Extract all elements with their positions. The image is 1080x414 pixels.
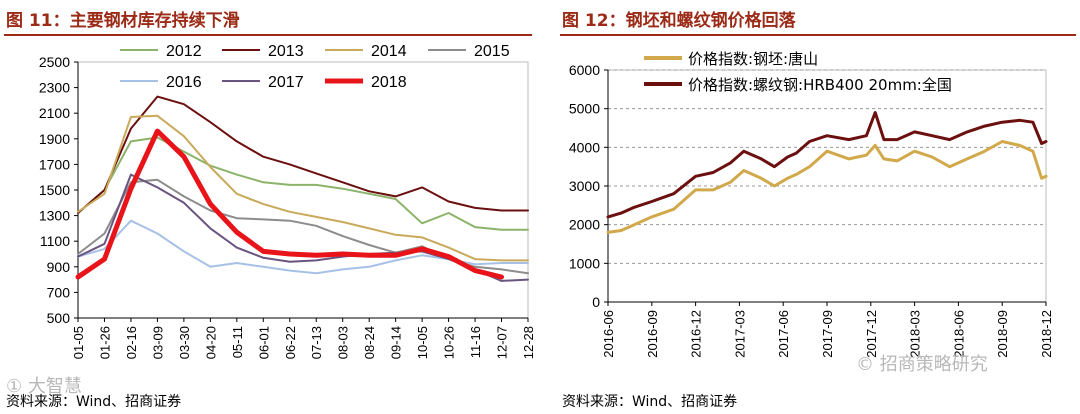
- right-x-tick-label: 2018-09: [995, 310, 1010, 358]
- left-y-tick-label: 1300: [39, 208, 70, 224]
- right-y-tick-label: 2000: [569, 217, 600, 233]
- left-y-tick-label: 700: [47, 284, 71, 300]
- left-x-tick-label: 09-14: [389, 326, 404, 359]
- left-x-tick-label: 04-20: [203, 326, 218, 359]
- right-series-line: [606, 111, 1048, 219]
- left-x-tick-label: 10-26: [442, 326, 457, 359]
- left-x-tick-label: 08-24: [362, 326, 377, 359]
- left-y-tick-label: 2300: [39, 80, 70, 96]
- right-legend-label: 价格指数:螺纹钢:HRB400 20mm:全国: [688, 76, 952, 94]
- left-y-tick-label: 1100: [40, 233, 70, 249]
- right-legend-label: 价格指数:钢坯:唐山: [688, 50, 818, 68]
- left-y-tick-label: 500: [47, 310, 71, 326]
- left-series-line-2018: [75, 128, 504, 280]
- left-plot-frame: [77, 61, 529, 319]
- right-y-tick-label: 5000: [569, 101, 600, 117]
- right-y-tick-label: 3000: [569, 178, 600, 194]
- right-x-tick-label: 2018-06: [951, 310, 966, 358]
- right-y-tick-label: 0: [592, 294, 600, 310]
- right-x-tick-label: 2017-09: [820, 310, 835, 358]
- left-x-tick-label: 12-28: [521, 326, 536, 359]
- right-chart-panel: 图 12：钢坯和螺纹钢价格回落 0 1000 2000 3000 4000 5000 600…: [556, 0, 1080, 414]
- left-legend-label-2014: 2014: [371, 43, 407, 60]
- left-x-tick-label: 01-26: [97, 326, 112, 359]
- left-x-tick-label: 03-09: [150, 326, 165, 359]
- left-y-tick-label: 1700: [39, 156, 70, 172]
- right-x-tick-label: 2018-03: [908, 310, 923, 358]
- left-chart-svg: 500 700 900 1100 1300 1500 1700 1900 2100 2300 250…: [39, 43, 536, 359]
- left-y-tick-label: 1500: [39, 182, 70, 198]
- left-x-tick-label: 12-07: [495, 326, 510, 359]
- left-legend-label-2012: 2012: [166, 43, 202, 60]
- right-x-tick-label: 2016-12: [689, 310, 704, 358]
- right-y-tick-label: 6000: [569, 62, 600, 78]
- left-y-tick-label: 2500: [39, 54, 70, 70]
- right-series-line: [606, 140, 1048, 234]
- left-y-tick-label: 2100: [39, 105, 70, 121]
- right-title-rule: [560, 34, 1076, 36]
- left-series-line-2014: [77, 114, 529, 262]
- left-x-tick-label: 03-30: [177, 326, 192, 359]
- right-chart-svg: 0 1000 2000 3000 4000 5000 6000 2016-06 2016-09 2…: [569, 50, 1054, 358]
- left-legend-label-2018: 2018: [371, 74, 407, 91]
- left-source-note: 资料来源：Wind、招商证券: [6, 394, 182, 410]
- right-chart-title: 图 12：钢坯和螺纹钢价格回落: [562, 11, 796, 31]
- right-y-tick-label: 4000: [569, 139, 600, 155]
- left-x-tick-label: 06-22: [283, 326, 298, 359]
- left-chart-title: 图 11：主要钢材库存持续下滑: [6, 11, 240, 31]
- right-x-tick-label: 2018-12: [1039, 310, 1054, 358]
- left-legend-label-2017: 2017: [268, 74, 304, 91]
- left-x-tick-label: 01-05: [71, 326, 86, 359]
- right-x-tick-label: 2016-09: [645, 310, 660, 358]
- left-watermark: ① 大智慧: [6, 376, 82, 397]
- right-source-note: 资料来源：Wind、招商证券: [562, 394, 738, 410]
- left-y-tick-label: 1900: [39, 131, 70, 147]
- right-y-tick-label: 1000: [569, 255, 600, 271]
- left-title-rule: [4, 34, 532, 36]
- left-y-tick-label: 900: [47, 259, 71, 275]
- left-x-tick-label: 07-13: [309, 326, 324, 359]
- left-legend-label-2016: 2016: [166, 74, 202, 91]
- right-x-tick-label: 2017-06: [776, 310, 791, 358]
- left-series-line-2015: [77, 178, 529, 275]
- left-x-tick-label: 06-01: [256, 326, 271, 359]
- left-x-tick-label: 05-11: [230, 326, 245, 358]
- left-legend-label-2013: 2013: [268, 43, 304, 60]
- left-legend-label-2015: 2015: [474, 43, 510, 60]
- right-watermark: © 招商策略研究: [856, 354, 988, 375]
- left-x-tick-label: 02-16: [124, 326, 139, 359]
- left-x-tick-label: 10-05: [415, 326, 430, 359]
- left-chart-panel: 图 11：主要钢材库存持续下滑 500 700 900 1100 1300 1500 170…: [4, 11, 536, 410]
- right-x-tick-label: 2016-06: [601, 310, 616, 358]
- left-x-tick-label: 11-16: [468, 326, 483, 358]
- right-x-tick-label: 2017-12: [864, 310, 879, 358]
- right-x-tick-label: 2017-03: [732, 310, 747, 358]
- left-series-line-2013: [77, 95, 529, 214]
- left-x-tick-label: 08-03: [336, 326, 351, 359]
